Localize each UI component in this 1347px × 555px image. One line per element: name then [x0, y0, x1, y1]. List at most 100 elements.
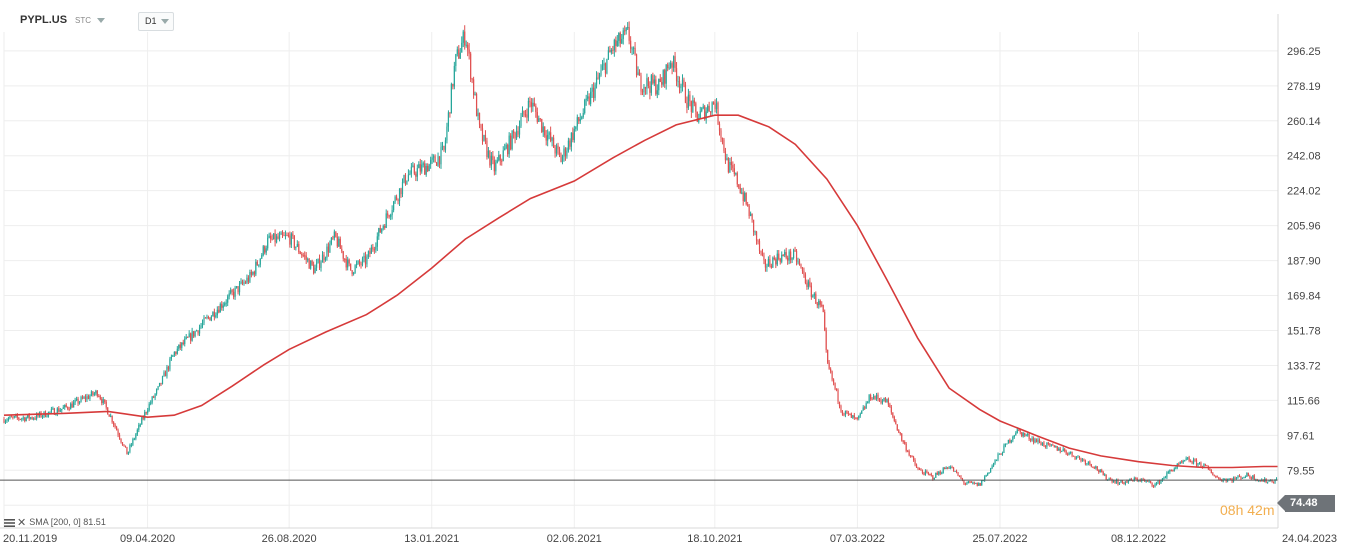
candle-body [187, 336, 189, 338]
candle-body [961, 478, 964, 481]
candle-body [881, 401, 884, 403]
candle-body [81, 397, 84, 399]
candle-body [470, 53, 472, 79]
candle-body [132, 439, 134, 445]
candle-body [117, 430, 119, 435]
candle-body [1197, 463, 1199, 466]
candle-body [301, 253, 303, 256]
candle-body [824, 311, 826, 331]
candle-body [514, 133, 516, 139]
candle-body [1167, 472, 1169, 474]
candle-body [101, 399, 103, 404]
candle-body [1012, 436, 1014, 441]
candle-body [818, 300, 820, 306]
candle-body [1084, 460, 1087, 465]
candle-body [995, 459, 998, 461]
sma-line [3, 114, 1278, 469]
candle-body [181, 342, 183, 348]
candle-body [53, 408, 55, 415]
candle-body [641, 91, 644, 93]
candle-body [292, 233, 294, 237]
candle-body [474, 93, 476, 95]
candle-body [773, 257, 775, 260]
candle-body [1267, 481, 1269, 483]
candle-body [1003, 445, 1005, 453]
candle-body [480, 124, 482, 129]
candle-body [418, 164, 420, 169]
candle-body [508, 135, 510, 155]
candle-body [1070, 451, 1072, 453]
symbol-label[interactable]: PYPL.US [20, 14, 68, 26]
candle-body [1243, 477, 1245, 479]
candle-body [150, 402, 152, 404]
candle-body [412, 165, 414, 167]
candle-body [30, 417, 32, 419]
candle-body [1025, 435, 1027, 437]
candle-body [738, 184, 740, 188]
candle-body [431, 157, 433, 160]
candle-body [595, 77, 598, 85]
candle-body [967, 481, 969, 484]
y-tick-label: 242.08 [1287, 151, 1321, 163]
symbol-type-chevron-down-icon[interactable] [97, 18, 105, 23]
candle-body [489, 150, 491, 166]
candle-body [1000, 453, 1002, 455]
candle-body [795, 251, 798, 262]
candle-body [1161, 478, 1164, 481]
candle-body [807, 281, 809, 287]
candle-body [501, 160, 503, 162]
candle-body [800, 264, 802, 268]
candle-body [401, 181, 404, 195]
y-tick-label: 79.55 [1287, 465, 1315, 477]
candle-body [938, 471, 940, 475]
candle-body [769, 259, 771, 266]
candle-body [493, 160, 495, 172]
indicator-params: [200, 0] [50, 516, 81, 527]
candle-body [747, 204, 749, 206]
candle-body [744, 192, 746, 202]
candle-body [590, 91, 592, 104]
candle-body [230, 290, 232, 294]
candle-body [339, 238, 341, 249]
candle-body [704, 106, 706, 120]
candle-body [576, 117, 578, 127]
timeframe-select[interactable]: D1 [138, 12, 174, 31]
candle-body [77, 398, 79, 404]
candle-body [307, 259, 309, 261]
candle-body [281, 232, 284, 236]
candle-body [437, 156, 439, 166]
candle-body [632, 47, 635, 49]
candle-body [530, 102, 532, 107]
candle-body [59, 410, 61, 412]
candle-body [409, 173, 411, 175]
close-icon[interactable]: ✕ [17, 517, 27, 529]
candle-body [194, 331, 196, 337]
candle-body [502, 150, 504, 161]
candle-body [1083, 459, 1085, 461]
candle-body [960, 476, 962, 479]
candle-body [18, 417, 20, 420]
candle-body [105, 401, 107, 408]
candle-body [492, 155, 494, 161]
candle-body [812, 295, 814, 298]
candle-body [822, 305, 824, 312]
candle-body [1087, 461, 1089, 464]
candle-body [572, 132, 574, 140]
candle-body [453, 65, 455, 87]
candle-body [33, 418, 35, 420]
candle-body [207, 317, 210, 319]
candle-body [4, 421, 7, 423]
symbol-type-label[interactable]: STC [75, 16, 91, 25]
candle-body [871, 399, 873, 401]
candle-body [1234, 477, 1236, 480]
candle-body [677, 81, 679, 83]
candle-body [554, 147, 556, 154]
candle-body [1062, 448, 1064, 452]
candle-body [655, 79, 657, 95]
candle-body [495, 162, 497, 172]
candle-body [360, 263, 362, 265]
candle-body [1160, 480, 1162, 484]
menu-icon[interactable] [4, 518, 15, 528]
candle-body [936, 472, 938, 475]
